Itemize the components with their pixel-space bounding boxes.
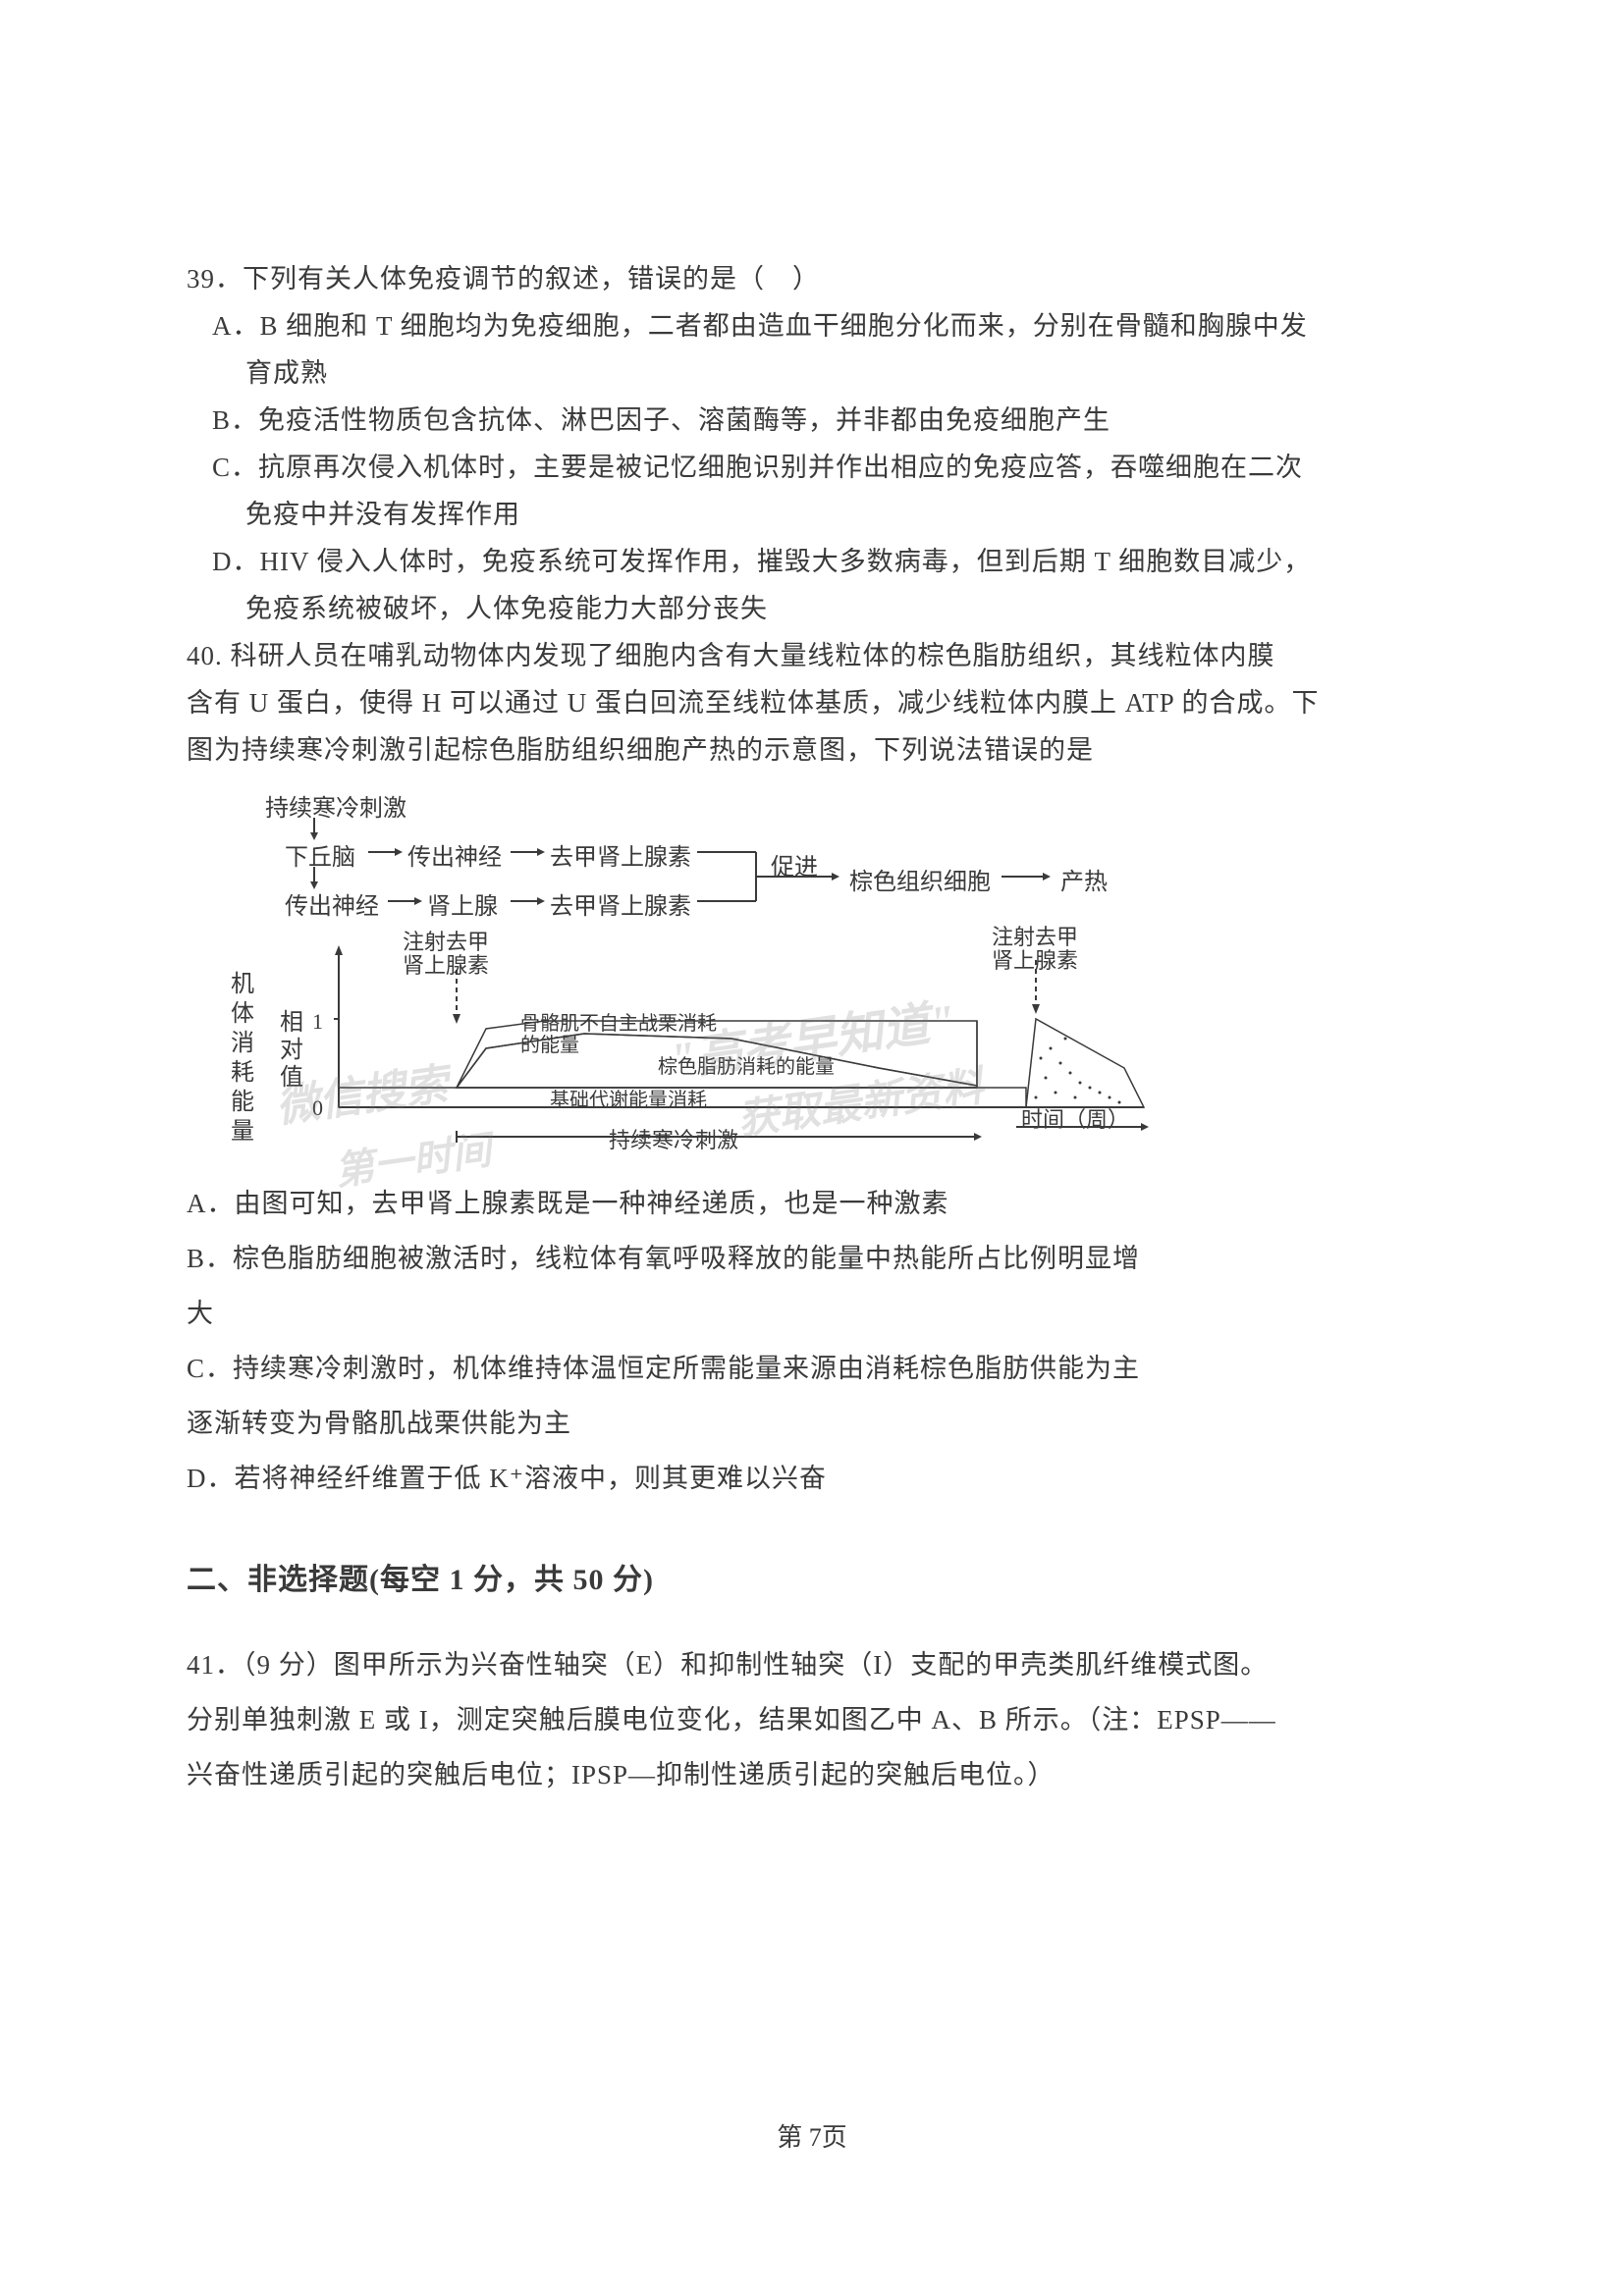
q39-opt-a-l2: 育成熟	[187, 349, 1437, 397]
q40-opt-c-l2: 逐渐转变为骨骼肌战栗供能为主	[187, 1396, 1437, 1451]
q39-opt-c-l2: 免疫中并没有发挥作用	[187, 491, 1437, 538]
q41-l2: 分别单独刺激 E 或 I，测定突触后膜电位变化，结果如图乙中 A、B 所示。（注…	[187, 1692, 1437, 1747]
flow-r1-n2: 传出神经	[407, 837, 502, 872]
q40-opt-b-l2: 大	[187, 1286, 1437, 1341]
flow-r2-n1: 传出神经	[285, 886, 379, 921]
inj2-l2: 肾上腺素	[992, 949, 1078, 973]
base-label: 基础代谢能量消耗	[550, 1084, 707, 1112]
q39-opt-d-l1: D．HIV 侵入人体时，免疫系统可发挥作用，摧毁大多数病毒，但到后期 T 细胞数…	[187, 538, 1437, 585]
flow-diagram: 持续寒冷刺激	[236, 788, 1218, 926]
section-2-header: 二、非选择题(每空 1 分，共 50 分)	[187, 1555, 1437, 1598]
q39-opt-d-l2: 免疫系统被破坏，人体免疫能力大部分丧失	[187, 585, 1437, 632]
inj2-l1: 注射去甲	[992, 926, 1078, 949]
flow-diagram-container: 持续寒冷刺激	[236, 788, 1437, 1156]
q39-opt-a-l1: A．B 细胞和 T 细胞均为免疫细胞，二者都由造血干细胞分化而来，分别在骨髓和胸…	[187, 302, 1437, 349]
inject-1-label: 注射去甲 肾上腺素	[403, 931, 489, 978]
flow-promote: 促进	[771, 847, 818, 881]
time-label: 时间（周）	[1021, 1102, 1129, 1134]
y-l-1: 体	[231, 999, 260, 1029]
y-l-2: 消	[231, 1029, 260, 1058]
flow-r1-n1: 下丘脑	[285, 837, 355, 872]
q40-opt-b-l1: B．棕色脂肪细胞被激活时，线粒体有氧呼吸释放的能量中热能所占比例明显增	[187, 1231, 1437, 1286]
q40-stem-l2: 含有 U 蛋白，使得 H 可以通过 U 蛋白回流至线粒体基质，减少线粒体内膜上 …	[187, 679, 1437, 726]
q41-l3: 兴奋性递质引起的突触后电位；IPSP—抑制性递质引起的突触后电位。）	[187, 1747, 1437, 1802]
flow-r1-n3: 去甲肾上腺素	[550, 837, 691, 872]
y-l-5: 量	[231, 1117, 260, 1147]
inj1-l1: 注射去甲	[403, 931, 489, 954]
area2-label: 棕色脂肪消耗的能量	[658, 1050, 835, 1079]
q41-l1: 41．（9 分）图甲所示为兴奋性轴突（E）和抑制性轴突（I）支配的甲壳类肌纤维模…	[187, 1637, 1437, 1692]
y-l-0: 机	[231, 970, 260, 999]
flow-r2-n3: 去甲肾上腺素	[550, 886, 691, 921]
q40-stem-l1: 40. 科研人员在哺乳动物体内发现了细胞内含有大量线粒体的棕色脂肪组织，其线粒体…	[187, 632, 1437, 679]
flow-r2-n2: 肾上腺	[427, 886, 498, 921]
question-39: 39．下列有关人体免疫调节的叙述，错误的是（ ） A．B 细胞和 T 细胞均为免…	[187, 255, 1437, 632]
y-axis-label: 机 体 消 耗 能 量	[231, 970, 260, 1147]
q39-stem: 39．下列有关人体免疫调节的叙述，错误的是（ ）	[187, 255, 1437, 302]
q39-opt-c-l1: C．抗原再次侵入机体时，主要是被记忆细胞识别并作出相应的免疫应答，吞噬细胞在二次	[187, 444, 1437, 491]
q40-opt-a: A．由图可知，去甲肾上腺素既是一种神经递质，也是一种激素	[187, 1176, 1437, 1231]
x-label: 持续寒冷刺激	[609, 1123, 738, 1154]
inj1-l2: 肾上腺素	[403, 954, 489, 978]
page-content: 39．下列有关人体免疫调节的叙述，错误的是（ ） A．B 细胞和 T 细胞均为免…	[0, 0, 1624, 1802]
a1-l1: 骨骼肌不自主战栗消耗	[520, 1013, 717, 1035]
y-l-3: 耗	[231, 1058, 260, 1088]
flow-target: 棕色组织细胞	[849, 862, 991, 896]
q40-stem-l3: 图为持续寒冷刺激引起棕色脂肪组织细胞产热的示意图，下列说法错误的是	[187, 726, 1437, 774]
flow-output: 产热	[1060, 862, 1108, 896]
q40-opt-d: D．若将神经纤维置于低 K⁺溶液中，则其更难以兴奋	[187, 1451, 1437, 1506]
question-40: 40. 科研人员在哺乳动物体内发现了细胞内含有大量线粒体的棕色脂肪组织，其线粒体…	[187, 632, 1437, 1506]
inject-2-label: 注射去甲 肾上腺素	[992, 926, 1078, 973]
y-l-4: 能	[231, 1088, 260, 1117]
chart-diagram: 机 体 消 耗 能 量 相 对 值 1 0	[236, 931, 1218, 1156]
q39-opt-b: B．免疫活性物质包含抗体、淋巴因子、溶菌酶等，并非都由免疫细胞产生	[187, 397, 1437, 444]
question-41: 41．（9 分）图甲所示为兴奋性轴突（E）和抑制性轴突（I）支配的甲壳类肌纤维模…	[187, 1637, 1437, 1802]
page-number: 第 7页	[0, 2117, 1624, 2154]
q40-opt-c-l1: C．持续寒冷刺激时，机体维持体温恒定所需能量来源由消耗棕色脂肪供能为主	[187, 1341, 1437, 1396]
flow-arrows-svg	[236, 788, 1218, 926]
